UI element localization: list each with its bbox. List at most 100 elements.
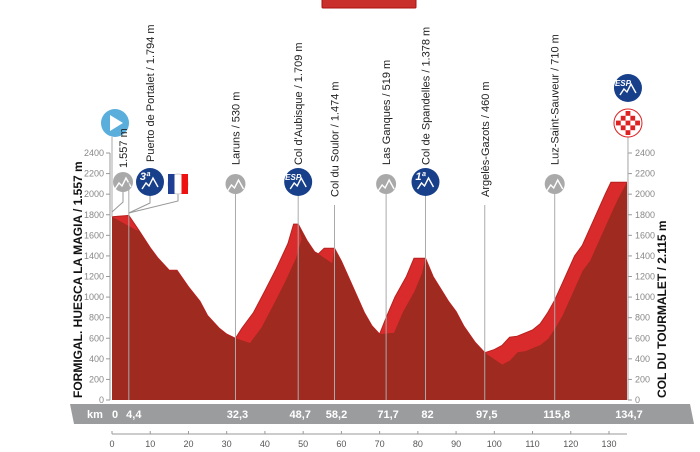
km-bar-value: 0 xyxy=(112,409,118,421)
checker-square xyxy=(625,120,631,126)
left-y-tick-label: 1200 xyxy=(84,272,104,282)
right-y-tick-label: 400 xyxy=(635,354,650,364)
flag-red xyxy=(181,174,188,194)
km-bar xyxy=(70,404,694,424)
x-tick-label: 90 xyxy=(451,439,461,449)
x-tick-label: 120 xyxy=(563,439,578,449)
km-bar-value: 32,3 xyxy=(227,409,248,421)
sprint-badge xyxy=(113,172,133,192)
mountain-icon xyxy=(613,74,642,102)
x-tick-label: 80 xyxy=(413,439,423,449)
right-y-tick-label: 0 xyxy=(635,395,640,405)
climb-badge: 3ª xyxy=(136,168,164,196)
left-y-tick-label: 800 xyxy=(89,313,104,323)
climb-badge: 1ª xyxy=(411,168,440,196)
logo-banner xyxy=(321,0,417,9)
finish-location-label: COL DU TOURMALET / 2.115 m xyxy=(655,220,669,398)
km-bar-value: 82 xyxy=(421,409,433,421)
km-bar-unit: km xyxy=(87,409,103,421)
km-bar-value: 134,7 xyxy=(615,409,643,421)
mountain-icon xyxy=(284,168,313,196)
mountain-glyph xyxy=(141,176,159,190)
x-tick-label: 40 xyxy=(260,439,270,449)
checker-square xyxy=(615,120,621,126)
point-label: Argelès-Gazots / 460 m xyxy=(480,81,492,197)
km-bar-value: 97,5 xyxy=(476,409,497,421)
right-y-tick-label: 2000 xyxy=(635,189,655,199)
sprint-icon xyxy=(544,174,565,194)
checker-square xyxy=(625,111,631,116)
sprint-icon xyxy=(113,172,133,192)
sprint-badge xyxy=(225,174,246,194)
point-label: Col d'Aubisque / 1.709 m xyxy=(293,42,305,165)
left-y-tick-label: 2400 xyxy=(84,148,104,158)
profile-line xyxy=(111,181,627,354)
km-bar-value: 48,7 xyxy=(289,409,310,421)
left-y-tick-label: 2000 xyxy=(84,189,104,199)
mountain-icon xyxy=(411,168,440,196)
x-tick-label: 110 xyxy=(525,439,539,449)
mountain-icon xyxy=(136,168,164,196)
x-tick-label: 10 xyxy=(145,439,155,449)
mountain-glyph xyxy=(289,176,307,190)
x-tick-label: 60 xyxy=(336,439,346,449)
climb-badge: ESP xyxy=(284,168,313,196)
point-label: Luz-Saint-Sauveur / 710 m xyxy=(550,34,562,165)
checker-square xyxy=(625,130,631,135)
checker-square xyxy=(620,115,626,121)
right-y-tick-label: 2200 xyxy=(635,169,655,179)
point-label: Laruns / 530 m xyxy=(230,92,242,165)
start-badge xyxy=(101,109,129,137)
leader-line xyxy=(111,192,124,213)
sprint-icon xyxy=(376,174,397,194)
leader-line xyxy=(128,196,151,214)
leader-line xyxy=(128,192,179,214)
left-y-tick-label: 1400 xyxy=(84,251,104,261)
point-label: Col de Spandelles / 1.378 m xyxy=(420,27,432,165)
checker-square xyxy=(620,125,626,131)
x-tick-label: 0 xyxy=(109,439,114,449)
flag-blue xyxy=(168,174,175,194)
left-y-tick-label: 0 xyxy=(99,395,104,405)
right-y-tick-label: 1000 xyxy=(635,292,655,302)
sprint-badge xyxy=(376,174,397,194)
left-y-tick-label: 200 xyxy=(89,374,104,384)
left-y-tick-label: 400 xyxy=(89,354,104,364)
mountain-glyph xyxy=(416,176,435,190)
left-y-tick-label: 1800 xyxy=(84,210,104,220)
right-y-tick-label: 200 xyxy=(635,374,650,384)
start-location-label: FORMIGAL. HUESCA LA MAGIA / 1.557 m xyxy=(71,161,85,398)
left-y-tick-label: 1600 xyxy=(84,230,104,240)
france-flag-badge xyxy=(167,173,189,195)
right-y-tick-label: 600 xyxy=(635,333,650,343)
category-label: 3ª xyxy=(140,171,151,183)
checker-square xyxy=(630,125,636,131)
right-y-tick-label: 1200 xyxy=(635,272,655,282)
km-bar-value: 58,2 xyxy=(326,409,347,421)
checker-square xyxy=(635,120,640,126)
profile-area xyxy=(112,182,627,400)
category-label: 1ª xyxy=(415,171,426,183)
km-bar-value: 115,8 xyxy=(543,409,570,421)
play-icon xyxy=(110,115,123,131)
x-tick-label: 20 xyxy=(183,439,193,449)
right-y-tick-label: 1400 xyxy=(635,251,655,261)
km-bar-value: 4,4 xyxy=(126,409,142,421)
right-y-tick-label: 1600 xyxy=(635,230,655,240)
right-y-tick-label: 800 xyxy=(635,313,650,323)
mountain-glyph xyxy=(377,178,395,192)
km-bar-value: 71,7 xyxy=(377,409,398,421)
checker-square xyxy=(630,115,636,121)
point-label: Las Ganques / 519 m xyxy=(381,60,393,165)
mountain-glyph xyxy=(226,178,245,192)
right-y-tick-label: 2400 xyxy=(635,148,655,158)
point-label: 1.557 m xyxy=(118,128,130,168)
x-tick-label: 70 xyxy=(375,439,385,449)
mountain-glyph xyxy=(114,176,132,190)
right-y-tick-label: 1800 xyxy=(635,210,655,220)
left-y-tick-label: 600 xyxy=(89,333,104,343)
mountain-glyph xyxy=(546,178,564,192)
sprint-icon xyxy=(225,174,246,194)
x-tick-label: 50 xyxy=(298,439,308,449)
